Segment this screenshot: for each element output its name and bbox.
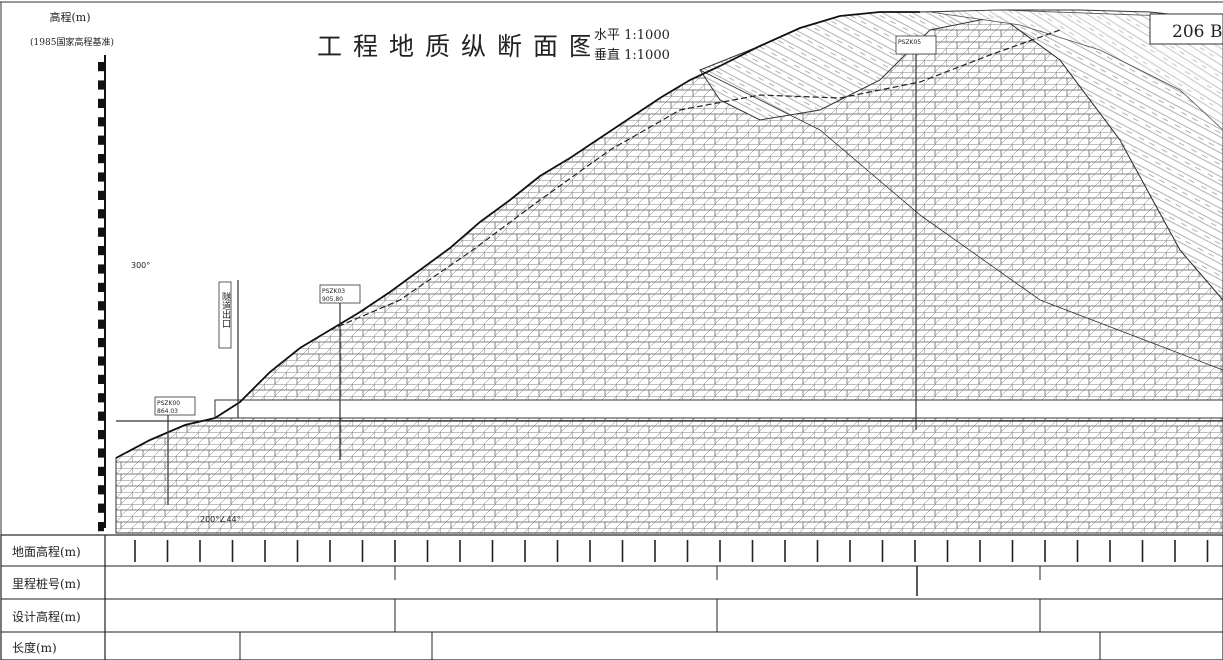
tunnel-band — [214, 399, 1223, 419]
ruler-tick — [98, 135, 104, 145]
table-row-label-ground-elevation: 地面高程(m) — [12, 544, 81, 559]
borehole-psz-03: PSZK03 905.80 — [319, 284, 361, 460]
tunnel-exit-label: 隧道出口 — [220, 291, 231, 328]
ruler-tick — [98, 154, 104, 164]
sheet-number: 206 — [1172, 22, 1204, 42]
elevation-axis-datum: (1985国家高程基准) — [30, 36, 114, 48]
weathering-boundary-dashed — [329, 29, 1061, 331]
ruler-tick — [98, 319, 104, 329]
borehole-id: PSZK00 — [157, 400, 180, 407]
ruler-tick — [98, 62, 104, 72]
ruler-tick — [98, 227, 104, 237]
ruler-tick — [98, 374, 104, 384]
ruler-tick — [98, 172, 104, 182]
profile-data-table: 地面高程(m) 里程桩号(m) 设计高程(m) 长度(m) — [0, 534, 1223, 660]
ground-surface-line — [115, 11, 920, 459]
ruler-tick — [98, 117, 104, 127]
borehole-id: PSZK03 — [322, 288, 345, 295]
elevation-ruler — [98, 55, 106, 532]
elevation-axis-label: 高程(m) — [49, 10, 90, 24]
ruler-tick — [98, 356, 104, 366]
ruler-tick — [98, 190, 104, 200]
dip-annotation-bottom: 200°∠44° — [200, 515, 241, 524]
ruler-tick — [98, 522, 104, 532]
table-row-label-length: 长度(m) — [12, 640, 57, 655]
ruler-tick — [98, 411, 104, 421]
sheet-number-box: 206 B — [1149, 13, 1223, 45]
ruler-tick — [98, 485, 104, 495]
ruler-tick — [98, 393, 104, 403]
table-row-label-design-elevation: 设计高程(m) — [12, 609, 81, 624]
ruler-tick — [98, 448, 104, 458]
ruler-tick — [98, 80, 104, 90]
borehole-value: 864.03 — [157, 408, 178, 415]
ruler-tick — [98, 282, 104, 292]
ruler-tick — [98, 98, 104, 108]
ruler-tick — [98, 209, 104, 219]
ruler-tick — [98, 301, 104, 311]
borehole-psz-00: PSZK00 864.03 — [154, 396, 196, 505]
dip-annotation-left: 300° — [131, 261, 150, 270]
ruler-tick — [98, 246, 104, 256]
borehole-value: 905.80 — [322, 296, 343, 303]
table-row-label-chainage: 里程桩号(m) — [12, 576, 81, 591]
ruler-tick — [98, 430, 104, 440]
ruler-tick — [98, 338, 104, 348]
borehole-psz-05: PSZK05 — [895, 35, 937, 430]
sheet-number-suffix: B — [1210, 22, 1223, 42]
drawing-title: 工程地质纵断面图 — [317, 32, 605, 61]
tunnel-exit-marker: 隧道出口 — [218, 280, 239, 418]
lower-stratum — [115, 417, 1223, 534]
ruler-tick — [98, 503, 104, 513]
ruler-tick — [98, 264, 104, 274]
scale-vertical: 垂直 1:1000 — [594, 48, 670, 63]
borehole-id: PSZK05 — [898, 39, 921, 46]
scale-horizontal: 水平 1:1000 — [594, 28, 670, 43]
ruler-tick — [98, 466, 104, 476]
